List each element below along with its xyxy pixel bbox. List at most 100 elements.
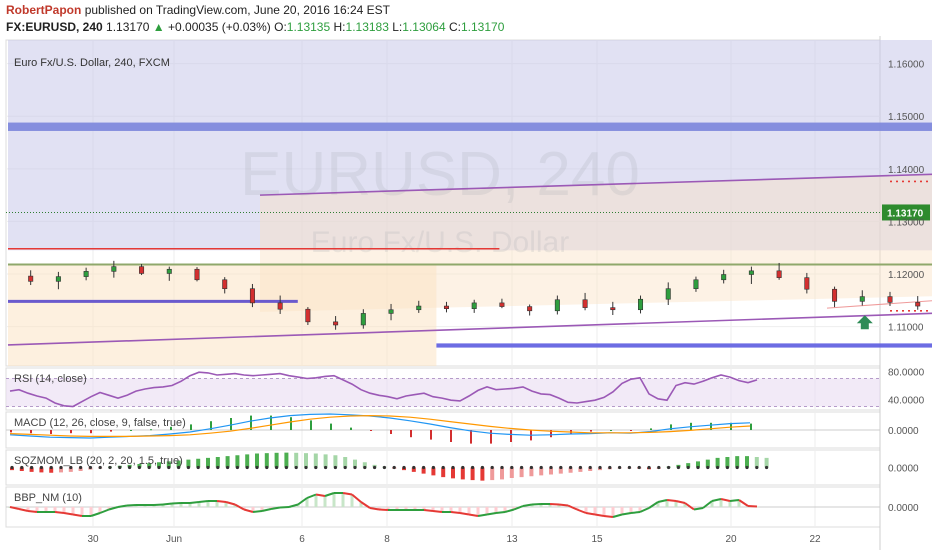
sqzmom-dot: [578, 465, 583, 470]
sqzmom-bar: [196, 458, 201, 468]
macd-hist-bar: [710, 422, 712, 430]
sqzmom-dot: [657, 465, 661, 470]
candle: [277, 295, 283, 314]
candle-body: [665, 288, 671, 300]
lavender-zone: [8, 40, 932, 251]
sqzmom-bar: [39, 467, 44, 473]
candle: [554, 295, 560, 315]
sqzmom-dot: [265, 465, 269, 470]
bbp-line-segment: [612, 513, 623, 518]
sqzmom-bar: [362, 462, 367, 468]
bbp-line-segment: [252, 510, 263, 513]
macd-hist-bar: [490, 430, 492, 444]
bbp-line-segment: [477, 513, 488, 517]
sqzmom-dot: [735, 465, 739, 470]
bbp-line-segment: [603, 515, 614, 518]
macd-hist-bar: [10, 430, 12, 433]
candle: [471, 299, 477, 313]
candle-body: [859, 296, 865, 302]
sqzmom-bar: [19, 467, 24, 471]
open-label: O:: [274, 20, 287, 34]
sqzmom-bar: [421, 467, 426, 474]
last-price: 1.13170: [106, 20, 150, 34]
purple-channel-bottom: [7, 312, 932, 346]
sqzmom-dot: [108, 465, 112, 470]
blue-band-top: [8, 122, 932, 131]
bbp-hist-bar: [629, 507, 633, 513]
bbp-line-segment: [468, 513, 479, 517]
bbp-line-segment: [234, 503, 245, 511]
symbol-label[interactable]: FX:EURUSD, 240: [6, 20, 103, 34]
sqzmom-dot: [373, 465, 377, 470]
sqzmom-bar: [705, 459, 710, 468]
bbp-hist-bar: [584, 507, 588, 513]
bbp-hist-bar: [53, 507, 57, 512]
sqzmom-dot: [284, 465, 288, 470]
macd-hist-bar: [650, 428, 652, 430]
bbp-line-segment: [162, 502, 173, 506]
bbp-hist-bar: [449, 507, 453, 512]
sqzmom-pane: [10, 452, 769, 481]
bbp-hist-bar: [692, 507, 696, 510]
sqzmom-dot: [353, 465, 357, 470]
bbp-line-segment: [189, 501, 200, 504]
candle-body: [277, 302, 283, 310]
sqzmom-dot: [588, 465, 592, 470]
sqzmom-dot: [255, 465, 259, 470]
sqzmom-dot: [480, 465, 484, 470]
macd-hist-bar: [270, 415, 272, 430]
bbp-line-segment: [315, 493, 326, 497]
rsi-tick-label: 80.0000: [888, 368, 925, 379]
candle: [333, 316, 339, 330]
bbp-hist-bar: [467, 507, 471, 515]
y-tick-label: 1.13000: [888, 217, 925, 228]
sqzmom-bar: [333, 455, 338, 468]
sqzmom-bar: [500, 467, 504, 480]
bbp-hist-bar: [251, 507, 255, 512]
rsi-tick-label: 40.0000: [888, 396, 925, 407]
y-tick-label: 1.16000: [888, 60, 925, 71]
bbp-line-segment: [117, 504, 128, 508]
bbp-hist-bar: [485, 507, 489, 515]
blue-band-bottom: [436, 343, 932, 348]
macd-hist-bar: [470, 430, 472, 444]
publish-line: RobertPapon published on TradingView.com…: [6, 3, 390, 17]
macd-hist-bar: [750, 423, 752, 430]
sqzmom-dot: [147, 465, 151, 470]
bbp-hist-bar: [80, 507, 84, 516]
bbp-hist-bar: [404, 507, 408, 510]
bbp-hist-bar: [683, 503, 687, 507]
candle: [638, 295, 644, 314]
sqzmom-bar: [431, 467, 436, 476]
close-label: C:: [449, 20, 461, 34]
rsi-title: RSI (14, close): [14, 373, 87, 385]
author-link[interactable]: RobertPapon: [6, 3, 82, 17]
candle-body: [28, 275, 34, 282]
sqzmom-bar: [215, 457, 220, 468]
bbp-line-segment: [639, 507, 650, 513]
candle: [360, 309, 366, 329]
candle-body: [166, 268, 172, 274]
sqzmom-dot: [118, 465, 122, 470]
bbp-title: BBP_NM (10): [14, 492, 82, 504]
bbp-hist-bar: [26, 507, 30, 511]
candle: [527, 304, 533, 316]
sqzmom-dot: [686, 465, 690, 470]
bbp-line-segment: [225, 501, 236, 506]
last-price-badge: [882, 204, 930, 221]
sqzmom-dot: [412, 465, 416, 470]
chart-area[interactable]: EURUSD, 240 Euro Fx/U.S. Dollar 1.13170 30 J…: [0, 36, 932, 550]
sqzmom-dot: [167, 465, 171, 470]
sqzmom-dot: [314, 465, 318, 470]
bbp-line-segment: [18, 508, 29, 512]
bbp-line-segment: [54, 511, 65, 514]
sqzmom-bar: [509, 467, 514, 478]
bbp-hist-bar: [233, 504, 237, 507]
candle-body: [610, 307, 616, 311]
open-value: 1.13135: [286, 20, 331, 34]
candle-body: [249, 288, 255, 304]
bbp-hist-bar: [755, 506, 759, 508]
macd-hist-bar: [230, 418, 232, 430]
candle-body: [693, 279, 699, 290]
candle: [83, 267, 89, 281]
